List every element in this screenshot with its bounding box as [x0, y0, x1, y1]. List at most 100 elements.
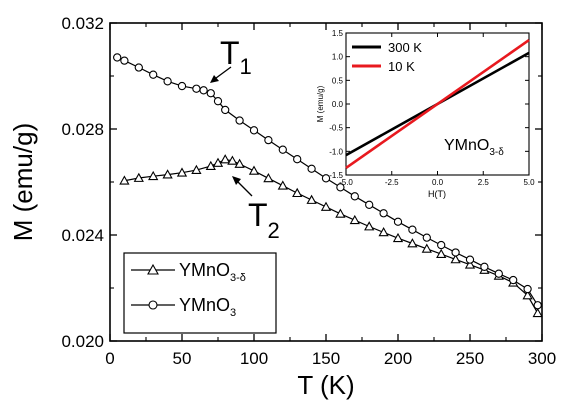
triangle-point: [148, 170, 159, 181]
triangle-point: [320, 201, 332, 211]
circle-point: [321, 174, 331, 183]
t2-subscript: 2: [268, 218, 280, 243]
t2-annotation: T2: [232, 176, 280, 243]
triangle-point: [306, 194, 317, 204]
circle-point: [249, 126, 259, 135]
inset-y-axis-label: M (emu/g): [316, 85, 325, 122]
main-chart: 0 50 100 150 200 250 300 0.020 0.024 0.028 0.032 T…: [8, 14, 556, 400]
x-tick-label: 300: [528, 349, 556, 368]
circle-point: [293, 155, 302, 164]
t1-annotation: T1: [210, 35, 252, 83]
inset-series-line: [345, 39, 530, 169]
triangle-point: [335, 208, 346, 218]
triangle-point: [220, 154, 231, 164]
circle-point: [307, 164, 316, 173]
inset-series: [345, 39, 530, 169]
y-tick-label: 0.020: [61, 332, 104, 351]
legend-label-ymno3: YMnO3: [179, 295, 236, 319]
inset-legend: 300 K 10 K: [352, 40, 422, 74]
circle-point: [422, 233, 431, 242]
inset-y-tick-label: -0.5: [329, 124, 343, 133]
inset-x-tick-label: -2.5: [385, 178, 399, 187]
inset-y-tick-label: 0.5: [332, 76, 344, 85]
legend-triangle-marker: [147, 263, 159, 275]
circle-point: [213, 97, 223, 106]
circle-point: [221, 105, 230, 115]
circle-point: [379, 209, 388, 218]
triangle-point: [421, 243, 432, 253]
circle-point: [113, 53, 122, 62]
triangle-point: [364, 221, 375, 231]
inset-x-axis-label: H(T): [428, 189, 446, 199]
triangle-point: [119, 175, 130, 185]
triangle-point: [212, 157, 224, 167]
x-tick-label: 200: [384, 349, 412, 368]
triangle-point: [176, 167, 188, 177]
triangle-point: [234, 158, 245, 168]
x-axis-label: T (K): [297, 370, 354, 400]
triangle-point: [162, 169, 173, 179]
circle-point: [149, 70, 158, 79]
circle-point: [465, 255, 475, 264]
circle-point: [393, 217, 403, 226]
circle-point: [163, 77, 172, 86]
inset-sample-label: YMnO3-δ: [444, 137, 504, 158]
circle-point: [336, 183, 345, 192]
triangle-point: [227, 155, 238, 165]
circle-point: [199, 86, 208, 95]
circle-point: [264, 135, 273, 145]
circle-point: [278, 145, 287, 154]
triangle-point: [349, 214, 360, 225]
circle-point: [350, 192, 359, 201]
inset-legend-label-300k: 300 K: [388, 40, 422, 55]
inset-axes: -5.0 -2.5 0.0 2.5 5.0 -1.5 -1.0 -0.5 0.0 0.5 1.0 1.…: [329, 29, 535, 187]
legend-item-triangle: YMnO3-δ: [131, 260, 246, 284]
inset-y-tick-label: -1.5: [329, 171, 343, 180]
circle-point: [509, 275, 518, 285]
inset-y-tick-label: 1.0: [332, 53, 344, 62]
legend-box: [123, 252, 277, 334]
circle-point: [177, 81, 187, 91]
triangle-point: [263, 172, 274, 183]
t2-arrowhead: [232, 176, 241, 185]
inset-x-tick-label: 2.5: [478, 178, 490, 187]
circle-point: [533, 301, 542, 310]
inset-y-tick-label: 0.0: [332, 100, 344, 109]
inset-y-tick-label: -1.0: [329, 147, 343, 156]
triangle-point: [277, 180, 288, 190]
circle-point: [408, 225, 417, 234]
triangle-point: [464, 259, 476, 269]
triangle-point: [450, 254, 461, 264]
y-axis-label: M (emu/g): [8, 123, 38, 241]
circle-point: [235, 116, 244, 125]
triangle-point: [378, 227, 389, 237]
t1-arrowhead: [210, 75, 219, 83]
y-tick-label: 0.028: [61, 120, 104, 139]
triangle-point: [205, 160, 216, 171]
triangle-point: [292, 187, 303, 198]
x-tick-label: 50: [173, 349, 192, 368]
legend-item-circle: YMnO3: [131, 295, 236, 319]
y-tick-label: 0.024: [61, 226, 104, 245]
x-tick-label: 150: [312, 349, 340, 368]
triangle-point: [522, 290, 533, 300]
main-legend: YMnO3-δ YMnO3: [123, 252, 277, 334]
triangle-point: [407, 238, 418, 248]
triangle-point: [532, 307, 543, 318]
circle-point: [120, 56, 129, 65]
circle-point: [134, 63, 143, 72]
triangle-point: [392, 232, 404, 243]
triangle-point: [133, 172, 144, 182]
inset-legend-label-10k: 10 K: [388, 59, 415, 74]
circle-point: [523, 284, 532, 294]
inset-x-tick-label: 0.0: [432, 178, 444, 187]
inset-x-tick-label: -5.0: [339, 178, 353, 187]
x-tick-label: 100: [240, 349, 268, 368]
y-tick-label: 0.032: [61, 14, 104, 33]
legend-circle-marker: [148, 300, 158, 310]
inset-x-tick-label: 5.0: [523, 178, 535, 187]
t2-label: T2: [248, 197, 280, 243]
legend-label-ymno3-delta: YMnO3-δ: [179, 260, 246, 284]
circle-point: [494, 269, 503, 278]
